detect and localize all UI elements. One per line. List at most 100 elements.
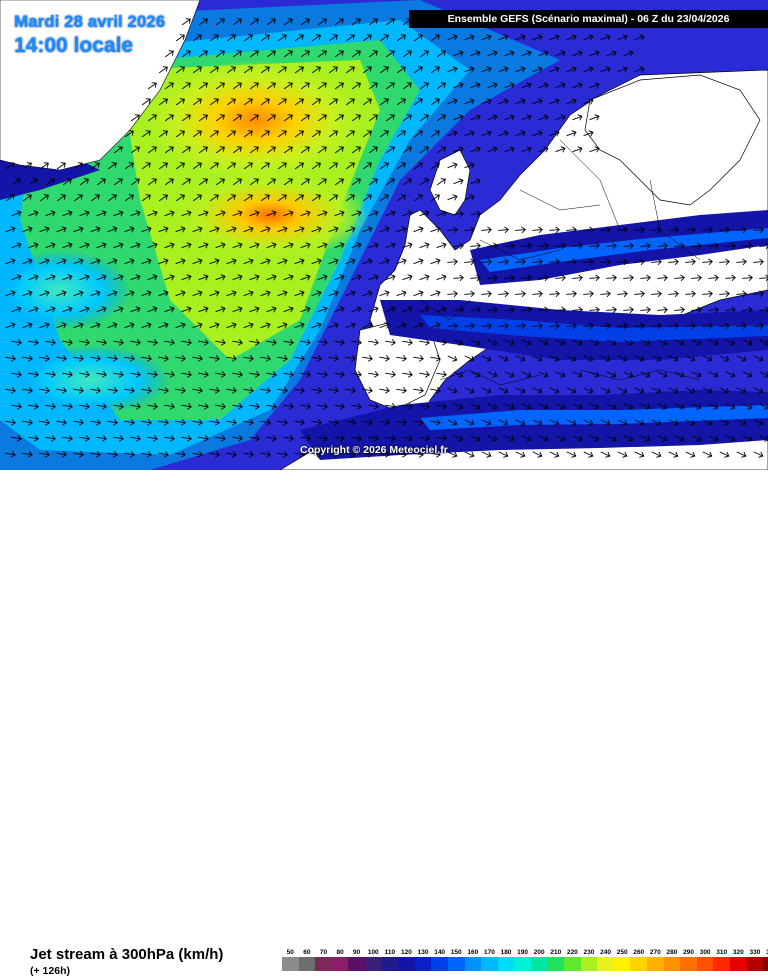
wind-arrow-icon <box>583 355 594 362</box>
wind-arrow-icon <box>198 114 208 122</box>
wind-arrow-icon <box>351 306 362 313</box>
wind-arrow-icon <box>192 322 203 329</box>
wind-arrow-icon <box>651 322 662 330</box>
wind-arrow-icon <box>481 66 492 73</box>
wind-arrow-icon <box>141 419 152 426</box>
wind-arrow-icon <box>385 178 395 186</box>
wind-arrow-icon <box>487 146 498 153</box>
wind-arrow-icon <box>226 226 237 233</box>
jet-stream-map <box>0 0 768 470</box>
wind-arrow-icon <box>470 371 481 378</box>
wind-arrow-icon <box>385 435 396 442</box>
wind-arrow-icon <box>62 306 73 313</box>
wind-arrow-icon <box>583 130 594 137</box>
wind-arrow-icon <box>736 419 747 426</box>
wind-arrow-icon <box>583 34 594 41</box>
wind-arrow-icon <box>73 226 84 233</box>
wind-arrow-icon <box>583 387 594 394</box>
wind-arrow-icon <box>736 226 747 234</box>
wind-arrow-icon <box>175 194 185 202</box>
wind-arrow-icon <box>430 387 441 394</box>
wind-arrow-icon <box>674 371 685 378</box>
wind-arrow-icon <box>266 371 277 378</box>
wind-arrow-icon <box>532 130 543 137</box>
wind-arrow-icon <box>62 210 73 217</box>
scale-step: 260 <box>630 948 648 971</box>
wind-arrow-icon <box>351 146 361 154</box>
wind-arrow-icon <box>521 50 532 57</box>
wind-arrow-icon <box>481 322 492 330</box>
wind-arrow-icon <box>413 66 423 74</box>
wind-arrow-icon <box>266 114 276 122</box>
wind-arrow-icon <box>464 66 475 73</box>
wind-arrow-icon <box>22 258 33 265</box>
wind-arrow-icon <box>107 258 118 265</box>
wind-arrow-icon <box>430 419 441 426</box>
wind-arrow-icon <box>702 419 713 426</box>
wind-arrow-icon <box>549 451 560 458</box>
wind-arrow-icon <box>566 226 577 234</box>
wind-arrow-icon <box>402 146 412 154</box>
wind-arrow-icon <box>107 226 118 233</box>
wind-arrow-icon <box>385 242 396 249</box>
wind-arrow-icon <box>181 114 191 122</box>
wind-arrow-icon <box>702 226 713 234</box>
wind-arrow-icon <box>73 162 83 170</box>
wind-arrow-icon <box>634 451 645 458</box>
wind-arrow-icon <box>538 146 549 153</box>
scale-label: 200 <box>533 949 545 956</box>
wind-arrow-icon <box>56 387 67 394</box>
wind-arrow-icon <box>430 34 440 42</box>
wind-arrow-icon <box>243 194 253 202</box>
wind-arrow-icon <box>702 387 713 394</box>
wind-arrow-icon <box>260 355 271 362</box>
wind-arrow-icon <box>600 355 611 362</box>
wind-arrow-icon <box>181 339 192 346</box>
wind-arrow-icon <box>538 306 549 314</box>
wind-arrow-icon <box>79 210 90 217</box>
wind-arrow-icon <box>532 226 543 234</box>
wind-arrow-icon <box>481 130 492 137</box>
wind-arrow-icon <box>243 162 253 170</box>
wind-arrow-icon <box>430 130 440 138</box>
wind-arrow-icon <box>606 50 617 57</box>
scale-swatch <box>497 957 515 971</box>
scale-swatch <box>431 957 448 971</box>
wind-arrow-icon <box>498 419 509 426</box>
wind-arrow-icon <box>62 403 73 410</box>
wind-arrow-icon <box>498 258 509 266</box>
wind-arrow-icon <box>532 98 543 105</box>
wind-arrow-icon <box>22 355 33 362</box>
wind-arrow-icon <box>742 435 753 442</box>
wind-arrow-icon <box>45 371 56 378</box>
wind-arrow-icon <box>430 258 441 265</box>
wind-arrow-icon <box>430 226 441 233</box>
wind-arrow-icon <box>504 435 515 442</box>
scale-label: 250 <box>616 949 628 956</box>
scale-step: 310 <box>713 948 731 971</box>
wind-arrow-icon <box>164 274 175 281</box>
wind-arrow-icon <box>266 82 276 90</box>
wind-arrow-icon <box>532 290 543 298</box>
wind-arrow-icon <box>606 242 617 250</box>
wind-arrow-icon <box>300 146 310 154</box>
wind-arrow-icon <box>107 290 118 297</box>
wind-arrow-icon <box>317 114 327 122</box>
wind-arrow-icon <box>464 130 475 137</box>
wind-arrow-icon <box>243 387 254 394</box>
wind-arrow-icon <box>311 162 321 170</box>
wind-arrow-icon <box>79 178 89 186</box>
wind-arrow-icon <box>396 290 407 297</box>
wind-arrow-icon <box>158 98 168 106</box>
wind-arrow-icon <box>141 98 151 106</box>
wind-arrow-icon <box>555 82 566 89</box>
wind-arrow-icon <box>413 226 424 233</box>
wind-arrow-icon <box>447 130 458 137</box>
wind-arrow-icon <box>555 50 566 57</box>
wind-arrow-icon <box>158 290 169 297</box>
wind-arrow-icon <box>685 290 696 298</box>
wind-arrow-icon <box>617 322 628 330</box>
wind-arrow-icon <box>107 451 118 458</box>
wind-arrow-icon <box>368 242 379 249</box>
wind-arrow-icon <box>5 387 16 394</box>
